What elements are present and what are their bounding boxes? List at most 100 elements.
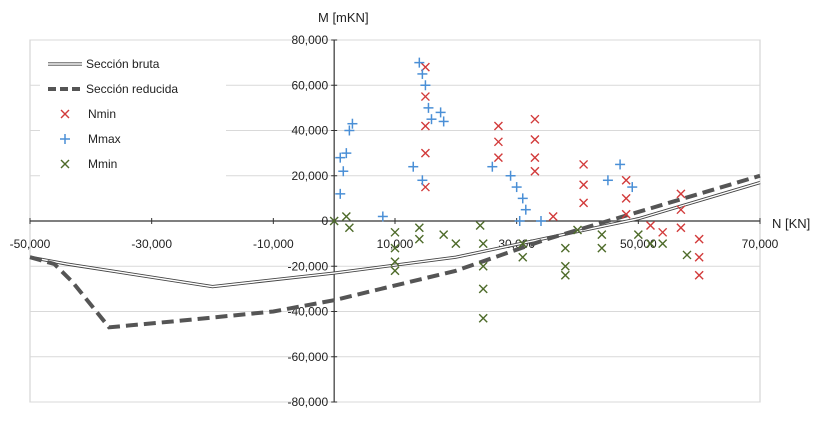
data-point xyxy=(493,121,503,131)
data-point xyxy=(621,193,631,203)
legend-swatch xyxy=(60,159,70,169)
data-point xyxy=(646,239,655,249)
data-point xyxy=(414,223,424,233)
data-point xyxy=(511,182,522,193)
data-point xyxy=(420,148,430,158)
legend-box xyxy=(40,52,226,178)
data-point xyxy=(530,114,540,124)
data-point xyxy=(435,107,446,118)
data-point xyxy=(530,153,540,163)
data-point xyxy=(417,175,428,186)
data-point xyxy=(597,243,607,253)
y-tick-label: -80,000 xyxy=(287,395,328,409)
legend-item: Nmin xyxy=(60,107,116,121)
data-point xyxy=(602,175,613,186)
data-point xyxy=(478,313,488,323)
legend-swatch xyxy=(60,109,70,119)
data-point xyxy=(621,175,631,185)
legend-label: Sección reducida xyxy=(86,82,178,96)
data-point xyxy=(694,270,704,280)
series-line xyxy=(29,173,761,330)
data-point xyxy=(420,121,430,131)
data-point xyxy=(694,234,704,244)
data-point xyxy=(579,159,589,169)
data-point xyxy=(487,161,498,172)
data-point xyxy=(579,180,589,190)
data-point xyxy=(335,152,346,163)
data-point xyxy=(560,261,570,271)
data-point xyxy=(518,252,528,262)
data-point xyxy=(530,166,540,176)
data-point xyxy=(682,250,692,260)
data-point xyxy=(633,230,643,240)
series-layer xyxy=(29,57,761,330)
data-point xyxy=(658,227,668,237)
data-point xyxy=(438,116,449,127)
x-tick-label: 10,000 xyxy=(377,237,414,251)
data-point xyxy=(335,188,346,199)
y-tick-label: 60,000 xyxy=(291,78,328,92)
series-seccion-reducida xyxy=(29,173,761,330)
legend-item: Sección reducida xyxy=(48,82,178,96)
legend-label: Sección bruta xyxy=(86,57,160,71)
y-tick-label: 20,000 xyxy=(291,169,328,183)
data-point xyxy=(560,270,570,280)
data-point xyxy=(439,230,449,240)
legend: Sección bruta Sección reducida Nmin Mmax Mmi… xyxy=(40,52,226,178)
data-point xyxy=(676,205,686,215)
data-point xyxy=(475,221,485,231)
x-tick-label: -50,000 xyxy=(10,237,51,251)
data-point xyxy=(676,223,686,233)
series-seccion-bruta xyxy=(29,181,761,289)
legend-item: Sección bruta xyxy=(48,57,160,71)
data-point xyxy=(573,225,582,235)
x-tick-label: -30,000 xyxy=(131,237,172,251)
x-axis-title: N [KN] xyxy=(772,216,810,231)
legend-swatch xyxy=(60,134,70,144)
data-point xyxy=(341,148,352,159)
legend-item: Mmin xyxy=(60,157,117,171)
data-point xyxy=(627,182,638,193)
x-tick-label: 70,000 xyxy=(742,237,779,251)
data-point xyxy=(390,227,400,237)
data-point xyxy=(536,216,546,226)
x-tick-label: -10,000 xyxy=(253,237,294,251)
data-point xyxy=(408,161,419,172)
data-point xyxy=(420,92,430,102)
legend-label: Nmin xyxy=(88,107,116,121)
series-line-inner xyxy=(29,181,761,288)
data-point xyxy=(377,211,388,222)
data-point xyxy=(390,266,400,276)
data-point xyxy=(505,170,516,181)
data-point xyxy=(615,159,626,170)
data-point xyxy=(621,209,631,219)
data-point xyxy=(423,102,434,113)
data-point xyxy=(478,261,488,271)
data-point xyxy=(390,257,400,267)
series-mmax xyxy=(335,57,638,226)
data-point xyxy=(451,239,461,249)
data-point xyxy=(329,216,339,226)
data-point xyxy=(344,125,355,136)
y-tick-label: 40,000 xyxy=(291,124,328,138)
data-point xyxy=(548,211,558,221)
data-point xyxy=(517,193,528,204)
data-point xyxy=(694,252,704,262)
data-point xyxy=(338,166,349,177)
data-point xyxy=(414,57,425,68)
data-point xyxy=(417,68,428,79)
y-axis-title: M [mKN] xyxy=(318,10,369,25)
data-point xyxy=(530,135,540,145)
data-point xyxy=(518,239,528,249)
data-point xyxy=(520,204,531,215)
data-point xyxy=(347,118,358,129)
legend-label: Mmin xyxy=(88,157,117,171)
y-tick-label: -20,000 xyxy=(287,259,328,273)
data-point xyxy=(493,153,503,163)
data-point xyxy=(344,223,354,233)
data-point xyxy=(658,239,668,249)
data-point xyxy=(426,114,437,125)
data-point xyxy=(341,211,351,221)
y-tick-label: 80,000 xyxy=(291,33,328,47)
